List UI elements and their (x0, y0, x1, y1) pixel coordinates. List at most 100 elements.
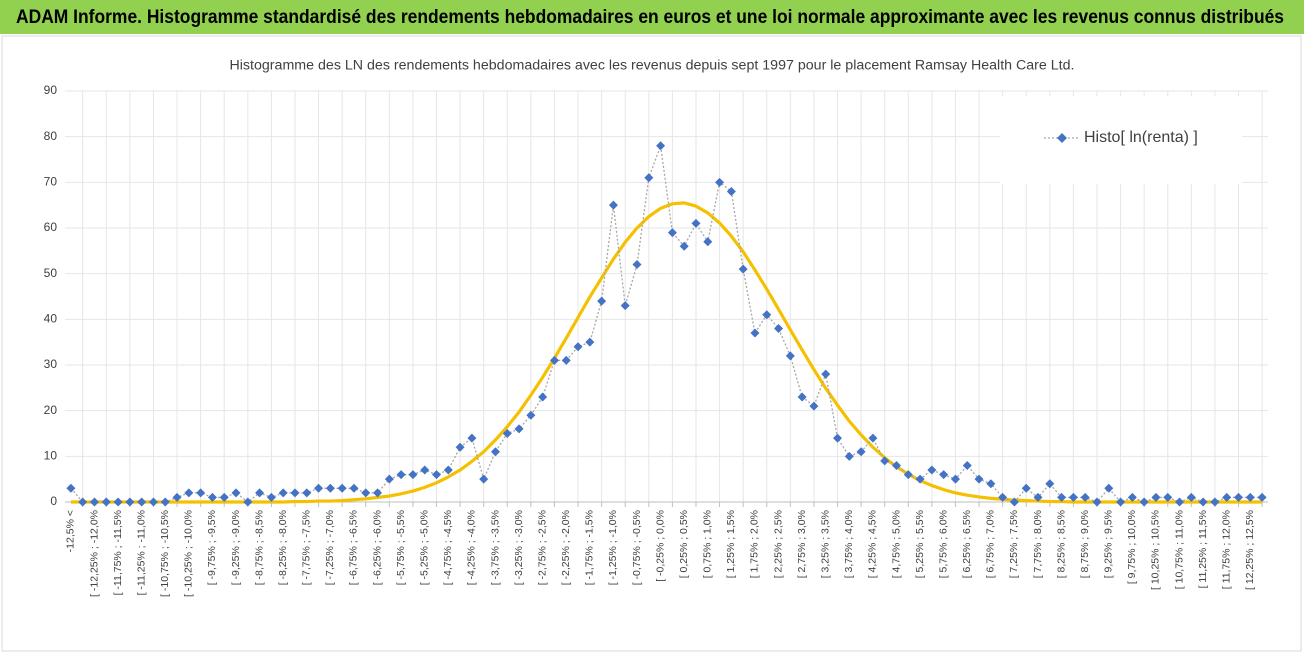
marker (101, 497, 111, 507)
x-tick-label: [ 10,75% ; 11,0% (1173, 510, 1185, 589)
marker (396, 470, 406, 480)
marker (207, 492, 217, 502)
x-tick-label: [ 9,25% ; 9,5% (1103, 510, 1115, 578)
marker (667, 228, 677, 238)
marker (679, 241, 689, 251)
x-tick-label: [ -8,25% ; -8,0% (277, 510, 289, 585)
marker (502, 429, 512, 438)
marker (774, 323, 784, 333)
marker (455, 442, 465, 452)
marker (1186, 492, 1196, 502)
marker (349, 483, 359, 493)
y-tick-label: 80 (44, 129, 58, 143)
x-tick-label: [ -3,25% ; -3,0% (513, 510, 525, 585)
marker (89, 497, 99, 507)
x-tick-label: [ -11,75% ; -11,5% (112, 510, 124, 595)
marker (160, 497, 170, 507)
marker (880, 456, 890, 466)
x-tick-label: [ 6,25% ; 6,5% (961, 510, 973, 578)
marker (726, 186, 736, 196)
marker (1163, 492, 1173, 502)
marker (738, 264, 748, 274)
marker (219, 492, 229, 502)
x-tick-label: [ -5,25% ; -5,0% (419, 510, 431, 585)
marker (526, 410, 536, 420)
marker (1175, 497, 1185, 507)
x-tick-label: [ -12,25% ; -12,0% (88, 510, 100, 597)
marker (856, 447, 866, 457)
marker (1104, 483, 1114, 493)
marker (184, 488, 194, 498)
x-tick-label: [ 3,75% ; 4,0% (843, 510, 855, 578)
y-tick-label: 10 (44, 449, 58, 463)
marker (278, 488, 288, 498)
marker (314, 483, 324, 493)
marker (1068, 492, 1078, 502)
series-line (70, 145, 1263, 503)
x-tick-label: [ -3,75% ; -3,5% (489, 510, 501, 585)
marker (1116, 497, 1126, 507)
marker (891, 460, 901, 470)
marker (691, 218, 701, 228)
marker (1021, 483, 1031, 493)
marker (821, 369, 831, 379)
marker (703, 237, 713, 247)
chart-frame (1, 35, 1302, 652)
marker (950, 474, 960, 484)
marker (1080, 492, 1090, 502)
marker (868, 433, 878, 443)
marker (514, 424, 524, 434)
marker (408, 470, 418, 480)
marker (1092, 497, 1102, 507)
marker (137, 497, 147, 507)
marker (384, 474, 394, 484)
marker (1127, 492, 1137, 502)
marker (1234, 492, 1244, 502)
y-tick-label: 40 (44, 312, 58, 326)
marker (443, 465, 453, 475)
marker (302, 488, 312, 498)
marker (785, 351, 795, 361)
marker (172, 492, 182, 502)
marker (549, 355, 559, 365)
marker (962, 460, 972, 470)
marker (644, 173, 654, 183)
marker (1198, 497, 1208, 507)
y-tick-label: 60 (44, 220, 58, 234)
header-bar (0, 0, 1304, 34)
x-tick-label: [ -7,75% ; -7,5% (301, 510, 313, 585)
y-tick-label: 70 (44, 175, 58, 189)
marker (903, 470, 913, 480)
marker (844, 451, 854, 461)
x-tick-label: [ -0,75% ; -0,5% (631, 510, 643, 585)
marker (573, 342, 583, 352)
x-tick-label: [ 2,75% ; 3,0% (796, 510, 808, 578)
marker (1151, 492, 1161, 502)
x-tick-label: [ 6,75% ; 7,0% (985, 510, 997, 578)
x-tick-label: [ 5,25% ; 5,5% (914, 510, 926, 578)
x-tick-label: [ -4,25% ; -4,0% (466, 510, 478, 585)
legend-label: Histo[ ln(renta) ] (1084, 129, 1198, 146)
marker (432, 470, 442, 480)
y-tick-label: 90 (44, 83, 58, 97)
marker (467, 433, 477, 443)
marker (66, 483, 76, 493)
marker (373, 488, 383, 498)
marker (986, 479, 996, 489)
x-tick-label: [ -11,25% ; -11,0% (135, 510, 147, 595)
x-tick-label: [ 11,25% ; 11,5% (1197, 510, 1209, 588)
marker (561, 355, 571, 365)
marker (585, 337, 595, 347)
marker (750, 328, 760, 338)
x-tick-label: [ 1,75% ; 2,0% (749, 510, 761, 578)
legend-marker (1057, 133, 1067, 143)
x-tick-label: [ 4,25% ; 4,5% (867, 510, 879, 578)
x-tick-label: [ 0,25% ; 0,5% (678, 510, 690, 578)
x-tick-label: [ 8,25% ; 8,5% (1055, 510, 1067, 578)
marker (1033, 492, 1043, 502)
marker (243, 497, 253, 507)
marker (125, 497, 135, 507)
x-tick-label: [ 5,75% ; 6,0% (937, 510, 949, 578)
marker (196, 488, 206, 498)
